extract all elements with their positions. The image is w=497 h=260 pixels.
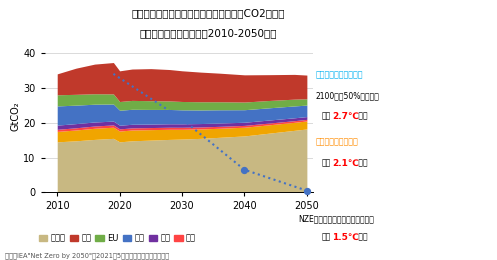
Text: 2.7℃: 2.7℃: [332, 112, 359, 121]
Text: 同: 同: [322, 159, 331, 168]
Text: NZE【ネットゼロ排出シナリオ】: NZE【ネットゼロ排出シナリオ】: [298, 214, 374, 224]
Point: [241, 168, 248, 172]
Legend: その他, 中国, EU, 米国, 日本, 韓国: その他, 中国, EU, 米国, 日本, 韓国: [35, 230, 199, 246]
Text: 上昇: 上昇: [356, 112, 368, 121]
Text: 出所：IEA"Net Zero by 2050"（2021年5月）などより大和証券作成: 出所：IEA"Net Zero by 2050"（2021年5月）などより大和証…: [5, 252, 169, 259]
Text: 2100年に50%の確率で: 2100年に50%の確率で: [316, 91, 380, 100]
Text: 【発表誓約ケース】: 【発表誓約ケース】: [316, 138, 358, 147]
Text: 1.5℃: 1.5℃: [332, 233, 359, 242]
Y-axis label: GtCO₂: GtCO₂: [10, 101, 20, 131]
Text: 上昇: 上昇: [356, 159, 368, 168]
Point: [178, 117, 186, 121]
Text: （シナリオ別・地域別、2010-2050年）: （シナリオ別・地域別、2010-2050年）: [140, 29, 277, 38]
Text: エネルギー起源及び工業プロセス由来のCO2排出量: エネルギー起源及び工業プロセス由来のCO2排出量: [132, 8, 285, 18]
Text: 上昇: 上昇: [356, 233, 368, 242]
Text: 同: 同: [322, 112, 331, 121]
Text: 同: 同: [322, 233, 331, 242]
Text: 2.1℃: 2.1℃: [332, 159, 359, 168]
Point: [303, 188, 311, 193]
Text: 【現行政策シナリオ】: 【現行政策シナリオ】: [316, 70, 363, 79]
